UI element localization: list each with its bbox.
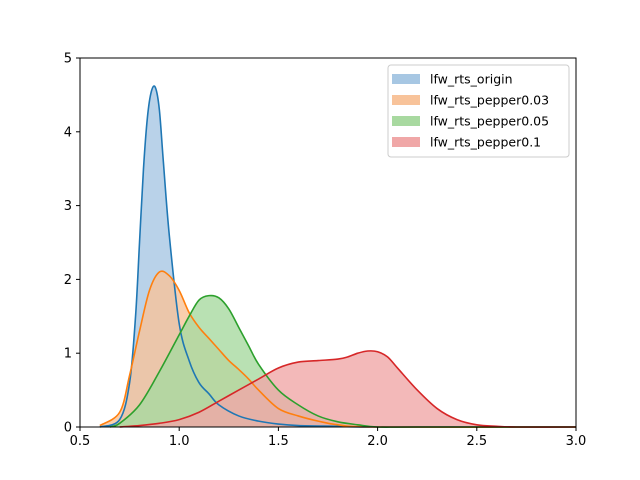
- legend-label-2: lfw_rts_pepper0.03: [430, 93, 549, 108]
- legend: lfw_rts_origin lfw_rts_pepper0.03 lfw_rts_…: [387, 64, 570, 158]
- legend-frame: [387, 64, 570, 158]
- plot-frame: [79, 57, 577, 428]
- series-line-1: [99, 85, 577, 428]
- x-tick-label: 2.0: [367, 434, 388, 449]
- legend-swatch-1: [392, 74, 420, 84]
- series-line-4: [119, 350, 577, 428]
- series-lines: [99, 85, 577, 428]
- y-tick-label: 5: [64, 52, 72, 67]
- y-axis: 0 1 2 3 4 5: [64, 52, 80, 436]
- series-line-2: [99, 270, 577, 428]
- y-tick-label: 3: [64, 199, 72, 214]
- y-tick-label: 4: [64, 125, 72, 140]
- x-tick-label: 1.5: [268, 434, 289, 449]
- legend-label-1: lfw_rts_origin: [430, 72, 513, 87]
- legend-swatch-2: [392, 95, 420, 105]
- series-fill-4: [119, 350, 577, 428]
- legend-label-4: lfw_rts_pepper0.1: [430, 135, 541, 150]
- y-tick-label: 1: [64, 347, 72, 362]
- x-tick-label: 3.0: [566, 434, 587, 449]
- legend-swatch-4: [392, 137, 420, 147]
- x-tick-label: 0.5: [70, 434, 91, 449]
- x-tick-label: 2.5: [466, 434, 487, 449]
- x-axis: 0.5 1.0 1.5 2.0 2.5 3.0: [70, 427, 587, 449]
- y-tick-label: 2: [64, 273, 72, 288]
- legend-label-3: lfw_rts_pepper0.05: [430, 114, 549, 129]
- legend-swatch-3: [392, 116, 420, 126]
- x-tick-label: 1.0: [169, 434, 190, 449]
- series-line-3: [109, 294, 576, 428]
- y-tick-label: 0: [64, 421, 72, 436]
- series-fill-3: [109, 295, 576, 428]
